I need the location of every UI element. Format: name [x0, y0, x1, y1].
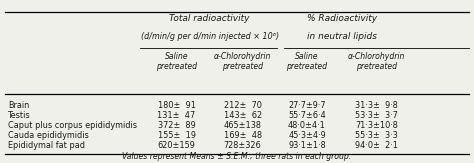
Text: Cauda epididymidis: Cauda epididymidis: [8, 131, 89, 140]
Text: 143±  62: 143± 62: [224, 111, 262, 120]
Text: 55·7±6·4: 55·7±6·4: [288, 111, 326, 120]
Text: Saline
pretreated: Saline pretreated: [156, 52, 197, 71]
Text: 31·3±  9·8: 31·3± 9·8: [355, 101, 398, 110]
Text: 71·3±10·8: 71·3±10·8: [355, 121, 398, 130]
Text: 212±  70: 212± 70: [224, 101, 262, 110]
Text: 55·3±  3·3: 55·3± 3·3: [355, 131, 398, 140]
Text: 465±138: 465±138: [224, 121, 262, 130]
Text: % Radioactivity: % Radioactivity: [307, 15, 377, 23]
Text: α-Chlorohydrin
pretreated: α-Chlorohydrin pretreated: [214, 52, 271, 71]
Text: Saline
pretreated: Saline pretreated: [286, 52, 328, 71]
Text: 94·0±  2·1: 94·0± 2·1: [355, 141, 398, 150]
Text: 93·1±1·8: 93·1±1·8: [288, 141, 326, 150]
Text: 169±  48: 169± 48: [224, 131, 262, 140]
Text: 27·7±9·7: 27·7±9·7: [288, 101, 326, 110]
Text: 372±  89: 372± 89: [158, 121, 195, 130]
Text: 728±326: 728±326: [224, 141, 262, 150]
Text: 53·3±  3·7: 53·3± 3·7: [355, 111, 398, 120]
Text: Values represent Means ± S.E.M.; three rats in each group.: Values represent Means ± S.E.M.; three r…: [122, 152, 352, 161]
Text: 155±  19: 155± 19: [157, 131, 195, 140]
Text: in neutral lipids: in neutral lipids: [307, 32, 377, 41]
Text: Testis: Testis: [8, 111, 30, 120]
Text: 131±  47: 131± 47: [157, 111, 196, 120]
Text: Brain: Brain: [8, 101, 29, 110]
Text: 45·3±4·9: 45·3±4·9: [288, 131, 326, 140]
Text: 48·0±4·1: 48·0±4·1: [288, 121, 326, 130]
Text: 620±159: 620±159: [157, 141, 195, 150]
Text: Total radioactivity: Total radioactivity: [169, 15, 250, 23]
Text: Caput plus corpus epididymidis: Caput plus corpus epididymidis: [8, 121, 137, 130]
Text: α-Chlorohydrin
pretreated: α-Chlorohydrin pretreated: [348, 52, 405, 71]
Text: 180±  91: 180± 91: [157, 101, 195, 110]
Text: Epididymal fat pad: Epididymal fat pad: [8, 141, 85, 150]
Text: (d/min/g per d/min injected × 10⁶): (d/min/g per d/min injected × 10⁶): [140, 32, 279, 41]
